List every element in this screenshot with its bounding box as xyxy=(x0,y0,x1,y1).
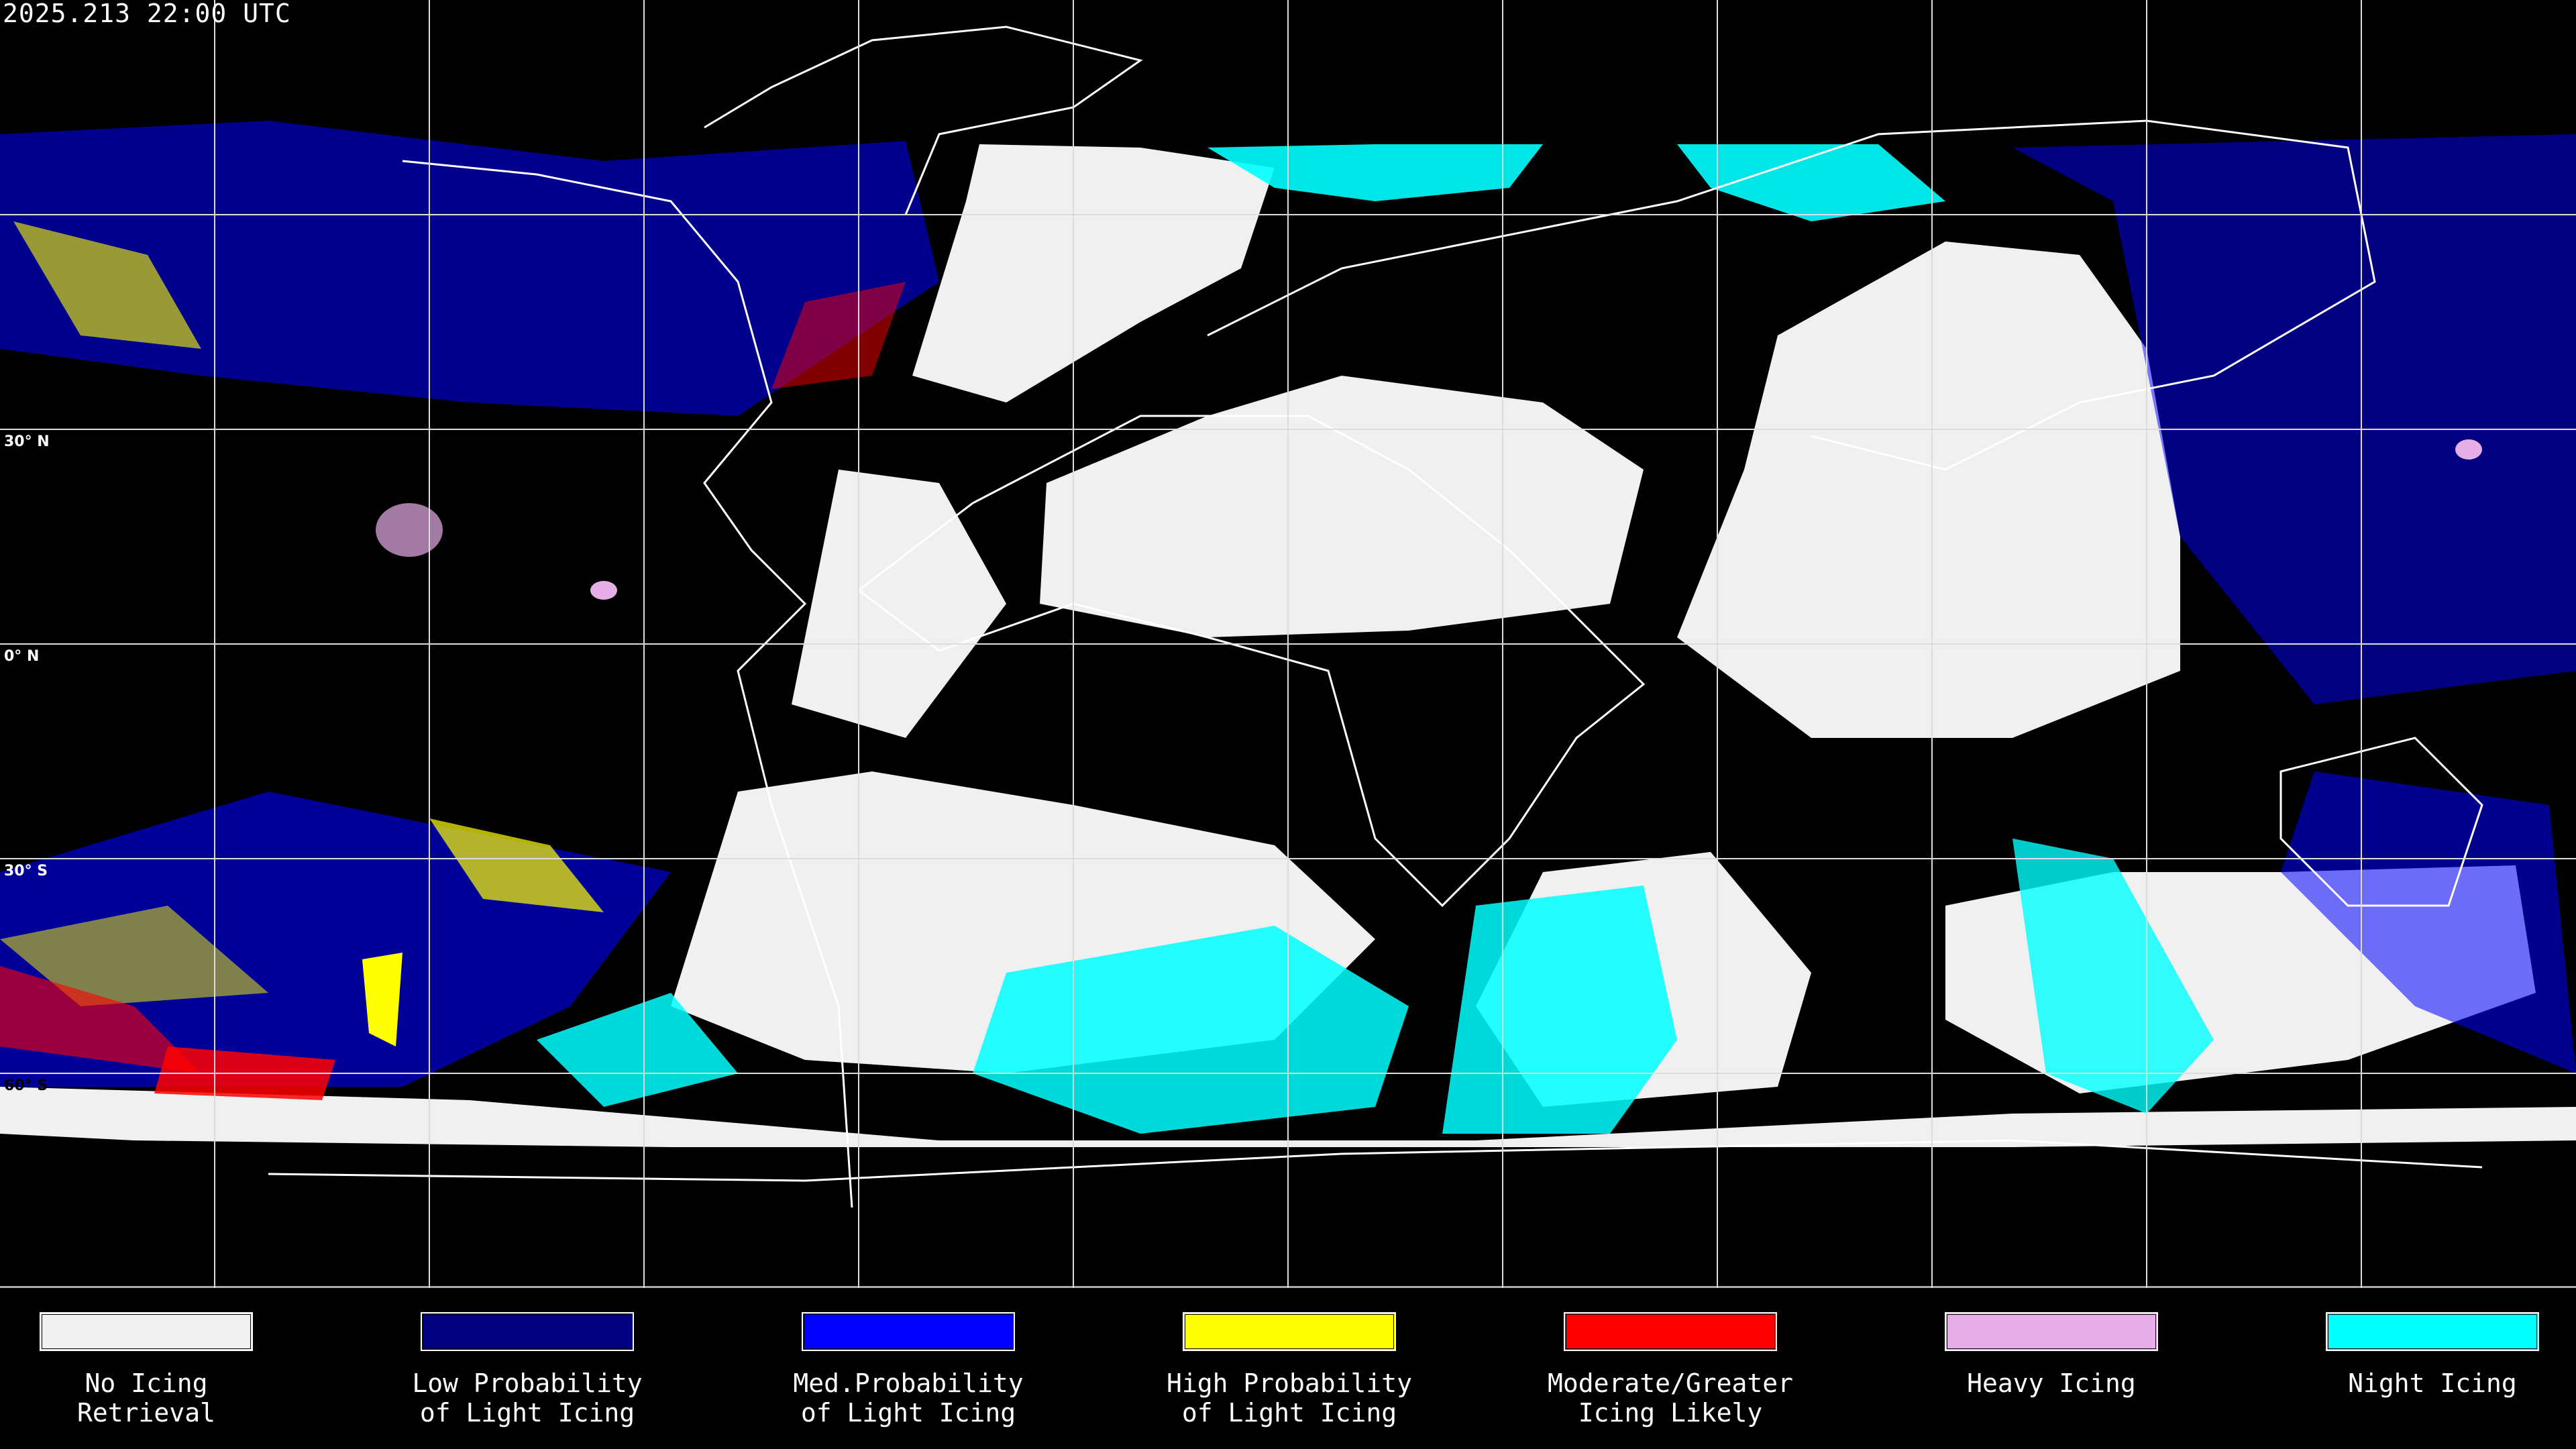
timestamp: 2025.213 22:00 UTC xyxy=(3,0,291,28)
legend-item-high-probability: High Probability of Light Icing xyxy=(1142,1312,1437,1428)
lat-label-30n: 30° N xyxy=(4,433,50,450)
lat-label-30s: 30° S xyxy=(4,863,48,879)
legend-label: Heavy Icing xyxy=(1967,1368,2136,1398)
legend-label: Moderate/Greater Icing Likely xyxy=(1547,1368,1794,1428)
legend-label: No Icing Retrieval xyxy=(77,1368,215,1428)
icing-probability-regions xyxy=(0,121,2576,1100)
legend-swatch xyxy=(40,1312,253,1351)
legend: No Icing Retrieval Low Probability of Li… xyxy=(0,1288,2576,1449)
lat-lon-grid xyxy=(0,0,2576,1288)
legend-swatch xyxy=(421,1312,634,1351)
map-imagery xyxy=(0,0,2576,1288)
legend-item-med-probability: Med.Probability of Light Icing xyxy=(761,1312,1056,1428)
legend-label: High Probability of Light Icing xyxy=(1166,1368,1413,1428)
legend-item-no-icing: No Icing Retrieval xyxy=(0,1312,294,1428)
legend-swatch xyxy=(1564,1312,1777,1351)
legend-label: Low Probability of Light Icing xyxy=(412,1368,643,1428)
legend-item-moderate-greater: Moderate/Greater Icing Likely xyxy=(1523,1312,1818,1428)
legend-swatch xyxy=(802,1312,1015,1351)
legend-item-heavy-icing: Heavy Icing xyxy=(1904,1312,2199,1398)
night-icing-regions xyxy=(537,144,2214,1134)
icing-map: 2025.213 22:00 UTC 30° N 0° N 30° S 60° … xyxy=(0,0,2576,1288)
legend-swatch xyxy=(1183,1312,1396,1351)
legend-swatch xyxy=(2326,1312,2539,1351)
coastlines xyxy=(268,25,2483,1208)
legend-label: Med.Probability of Light Icing xyxy=(793,1368,1024,1428)
lat-label-0n: 0° N xyxy=(4,648,40,665)
legend-item-low-probability: Low Probability of Light Icing xyxy=(380,1312,675,1428)
legend-label: Night Icing xyxy=(2348,1368,2517,1398)
legend-swatch xyxy=(1945,1312,2158,1351)
lat-label-60s: 60° S xyxy=(4,1077,48,1094)
legend-item-night-icing: Night Icing xyxy=(2285,1312,2576,1398)
